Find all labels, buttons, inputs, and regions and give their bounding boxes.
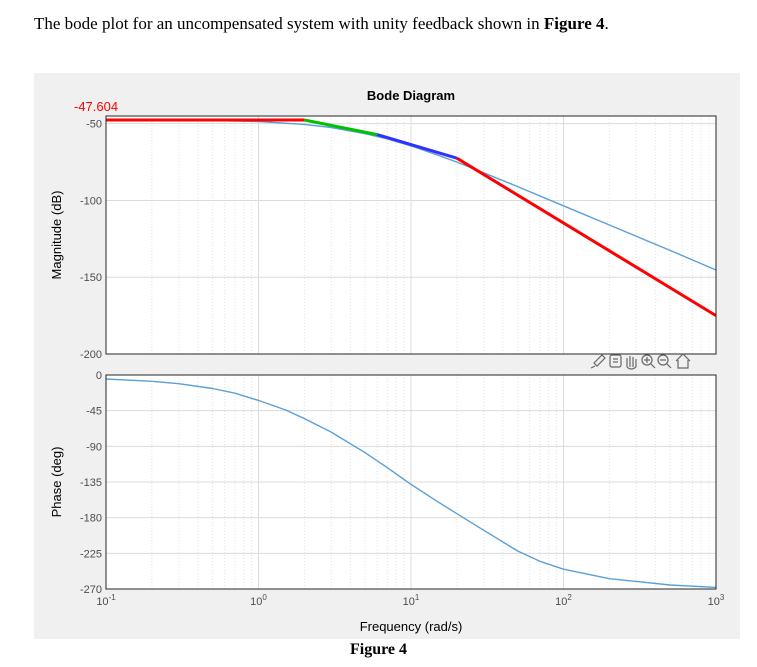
magnitude-grid [105, 116, 717, 355]
y-tick-label: -150 [80, 272, 102, 284]
series-line [105, 378, 717, 589]
zoom-out-icon[interactable] [657, 354, 672, 369]
chart-title: Bode Diagram [367, 88, 455, 103]
y-tick-label: 0 [96, 370, 102, 382]
magnitude-ytick-labels: -50 -100 -150 -200 [80, 119, 102, 361]
y-tick-label: -45 [86, 406, 102, 418]
y-tick-label: -50 [86, 119, 102, 131]
zoom-in-icon[interactable] [641, 354, 656, 369]
intro-text: The bode plot for an uncompensated syste… [34, 14, 609, 34]
x-tick-label: 102 [555, 593, 572, 608]
x-tick-label: 100 [250, 593, 267, 608]
series-line [456, 156, 717, 317]
figure-window: Bode Diagram -50 -100 -150 -200 -47.604 Mag… [34, 73, 740, 639]
magnitude-lines [105, 118, 717, 317]
datatip-icon[interactable] [609, 354, 622, 368]
y-tick-label: -180 [80, 513, 102, 525]
x-tick-label: 10-1 [96, 593, 116, 608]
home-icon[interactable] [675, 353, 691, 369]
brush-icon[interactable] [590, 354, 606, 369]
phase-axes-box [105, 374, 717, 590]
y-tick-label: -90 [86, 441, 102, 453]
series-line [304, 118, 378, 137]
y-tick-label: -100 [80, 195, 102, 207]
magnitude-axes: -50 -100 -150 -200 -47.604 Magnitude (dB) [49, 99, 717, 361]
magnitude-ylabel: Magnitude (dB) [49, 191, 64, 280]
series-line [105, 119, 717, 271]
y-tick-label: -135 [80, 477, 102, 489]
bode-chart: Bode Diagram -50 -100 -150 -200 -47.604 Mag… [49, 88, 725, 634]
figure-caption: Figure 4 [349, 641, 408, 658]
magnitude-datatip-label: -47.604 [74, 99, 118, 114]
series-line [376, 133, 458, 160]
y-tick-label: -200 [80, 349, 102, 361]
axes-toolbar[interactable] [590, 353, 691, 370]
phase-ylabel: Phase (deg) [49, 447, 64, 518]
phase-lines [105, 378, 717, 589]
intro-period: . [604, 14, 609, 33]
intro-sentence: The bode plot for an uncompensated syste… [34, 14, 544, 33]
y-tick-label: -270 [80, 584, 102, 596]
phase-ytick-labels: 0 -45 -90 -135 -180 -225 -270 [80, 370, 102, 596]
phase-xtick-labels: 10-1 100 101 102 103 [96, 593, 725, 608]
figure-reference: Figure 4 [543, 14, 605, 33]
magnitude-axes-box [105, 115, 717, 355]
y-tick-label: -225 [80, 548, 102, 560]
x-tick-label: 101 [403, 593, 420, 608]
phase-axes: 0 -45 -90 -135 -180 -225 -270 10-1 100 101 102 103… [49, 370, 725, 634]
x-tick-label: 103 [708, 593, 725, 608]
frequency-xlabel: Frequency (rad/s) [360, 619, 463, 634]
pan-icon[interactable] [626, 356, 637, 370]
